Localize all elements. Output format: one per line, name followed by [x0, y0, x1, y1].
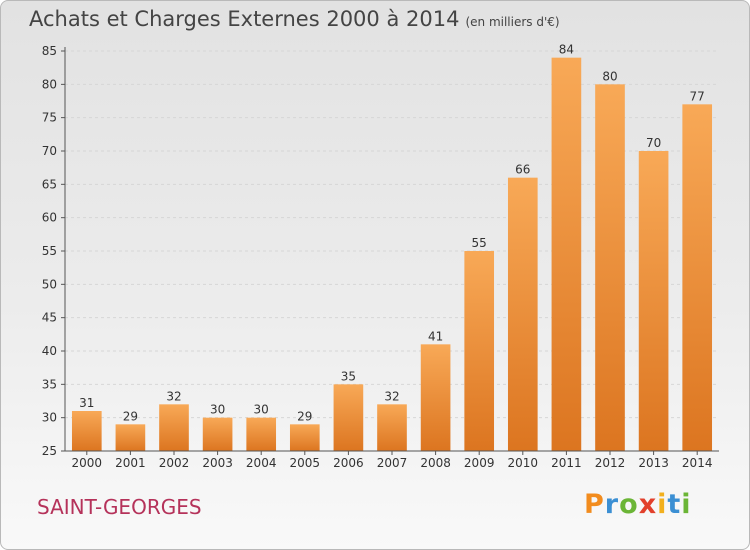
y-tick-label: 80 [42, 77, 57, 91]
title-text: Achats et Charges Externes 2000 à 2014 [29, 7, 460, 31]
y-tick-label: 65 [42, 177, 57, 191]
bars: 31 29 32 30 30 29 35 32 41 55 66 84 80 70 77 [71, 43, 713, 452]
x-tick-label: 2012 [595, 456, 626, 470]
x-tick-label: 2007 [377, 456, 408, 470]
data-label: 55 [472, 236, 487, 250]
y-tick-label: 30 [42, 411, 57, 425]
bar-2012 [595, 84, 625, 451]
data-label: 41 [428, 329, 443, 343]
y-tick-label: 45 [42, 311, 57, 325]
data-label: 29 [297, 409, 312, 423]
logo-letter: o [619, 489, 639, 520]
data-label: 32 [384, 389, 399, 403]
data-label: 31 [79, 396, 94, 410]
bar-2003 [202, 417, 233, 451]
x-tick-label: 2004 [246, 456, 277, 470]
x-tick-label: 2009 [464, 456, 495, 470]
commune-name: SAINT-GEORGES [37, 495, 202, 519]
bar-2006 [333, 384, 364, 451]
x-tick-label: 2006 [333, 456, 364, 470]
bar-2001 [115, 424, 146, 451]
y-tick-label: 35 [42, 377, 57, 391]
bar-2008 [420, 344, 451, 451]
x-tick-label: 2000 [72, 456, 103, 470]
y-tick-label: 70 [42, 144, 57, 158]
bar-2011 [551, 57, 582, 452]
data-label: 30 [210, 403, 225, 417]
bar-2009 [464, 251, 495, 451]
logo-letter: i [681, 489, 692, 520]
x-tick-label: 2002 [159, 456, 190, 470]
bar-2004 [246, 417, 277, 451]
data-label: 77 [690, 89, 705, 103]
bar-2005 [289, 424, 320, 451]
bar-2000 [71, 411, 102, 451]
bar-2007 [377, 404, 407, 451]
y-tick-label: 55 [42, 244, 57, 258]
y-tick-label: 60 [42, 211, 57, 225]
y-tick-label: 85 [42, 44, 57, 58]
chart-title: Achats et Charges Externes 2000 à 2014 (e… [29, 7, 560, 31]
x-tick-label: 2013 [638, 456, 669, 470]
chart-subtitle: (en milliers d'€) [465, 15, 560, 29]
x-tick-label: 2001 [115, 456, 146, 470]
proxiti-logo: Proxiti [584, 489, 692, 520]
data-label: 29 [123, 409, 138, 423]
y-tick-label: 25 [42, 444, 57, 458]
logo-letter: r [604, 489, 620, 520]
x-tick-label: 2014 [682, 456, 713, 470]
bar-2002 [159, 404, 189, 451]
data-label: 32 [166, 389, 181, 403]
data-label: 30 [254, 403, 269, 417]
bar-2013 [638, 151, 669, 451]
axes: 25 30 35 40 45 50 55 60 65 70 75 80 85 2000 2001 2002 20… [42, 44, 719, 470]
data-label: 70 [646, 136, 661, 150]
x-tick-label: 2005 [290, 456, 321, 470]
y-tick-label: 40 [42, 344, 57, 358]
logo-letter: x [638, 489, 658, 520]
x-tick-label: 2010 [508, 456, 539, 470]
x-tick-label: 2008 [420, 456, 451, 470]
data-label: 66 [515, 163, 530, 177]
data-label: 84 [559, 43, 574, 57]
x-tick-label: 2011 [551, 456, 582, 470]
y-tick-label: 75 [42, 111, 57, 125]
y-tick-label: 50 [42, 277, 57, 291]
bar-2014 [682, 104, 713, 451]
logo-letter: t [667, 489, 682, 520]
data-label: 35 [341, 369, 356, 383]
logo-letter: P [584, 489, 605, 520]
x-tick-label: 2003 [202, 456, 233, 470]
bar-2010 [507, 177, 538, 451]
logo-letter: i [657, 489, 668, 520]
data-label: 80 [602, 69, 617, 83]
